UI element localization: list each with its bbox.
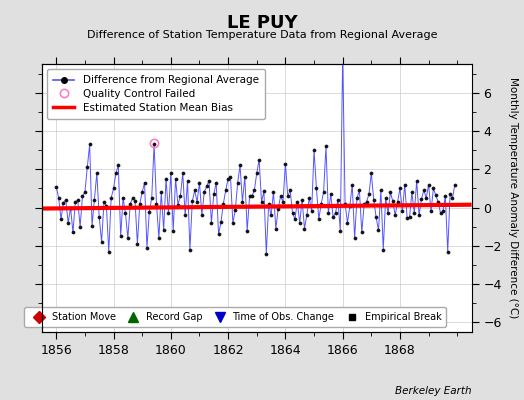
Text: Difference of Station Temperature Data from Regional Average: Difference of Station Temperature Data f… — [87, 30, 437, 40]
Y-axis label: Monthly Temperature Anomaly Difference (°C): Monthly Temperature Anomaly Difference (… — [508, 77, 518, 319]
Legend: Station Move, Record Gap, Time of Obs. Change, Empirical Break: Station Move, Record Gap, Time of Obs. C… — [25, 308, 446, 327]
Text: Berkeley Earth: Berkeley Earth — [395, 386, 472, 396]
Text: LE PUY: LE PUY — [227, 14, 297, 32]
